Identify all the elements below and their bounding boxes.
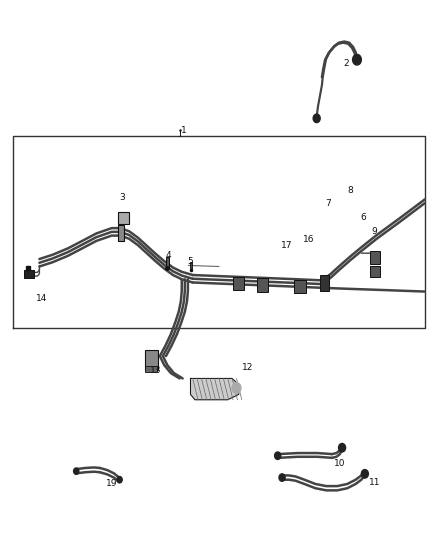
Circle shape [275, 452, 281, 459]
Text: 16: 16 [303, 236, 314, 244]
Circle shape [232, 383, 241, 393]
Circle shape [313, 114, 320, 123]
Circle shape [117, 477, 122, 483]
Bar [118, 212, 129, 224]
Text: 9: 9 [371, 228, 378, 236]
Bar [145, 366, 157, 372]
Bar [257, 278, 268, 292]
Circle shape [361, 470, 368, 478]
Bar [294, 280, 306, 293]
Bar [145, 350, 158, 370]
Text: 14: 14 [36, 294, 47, 303]
Bar [190, 262, 192, 269]
Text: 1: 1 [181, 126, 187, 135]
Bar [370, 266, 380, 277]
Bar [24, 270, 34, 278]
Text: 3: 3 [120, 193, 126, 201]
Circle shape [339, 443, 346, 452]
Polygon shape [191, 378, 239, 400]
Circle shape [74, 468, 79, 474]
Text: 12: 12 [242, 364, 253, 372]
Text: 7: 7 [325, 199, 332, 208]
Text: 11: 11 [369, 478, 380, 487]
Text: 13: 13 [150, 366, 161, 375]
Text: 4: 4 [166, 252, 171, 260]
Bar [233, 277, 244, 290]
Circle shape [279, 474, 285, 481]
Text: 8: 8 [347, 186, 353, 195]
Bar [370, 251, 380, 264]
Text: 2: 2 [343, 60, 349, 68]
Text: 5: 5 [187, 257, 194, 265]
Text: 6: 6 [360, 213, 367, 222]
Text: 19: 19 [106, 479, 117, 488]
Bar [118, 225, 124, 241]
Bar [320, 275, 328, 291]
Circle shape [353, 54, 361, 65]
Bar [166, 257, 169, 266]
Text: 10: 10 [334, 459, 345, 468]
Text: 17: 17 [281, 241, 293, 249]
